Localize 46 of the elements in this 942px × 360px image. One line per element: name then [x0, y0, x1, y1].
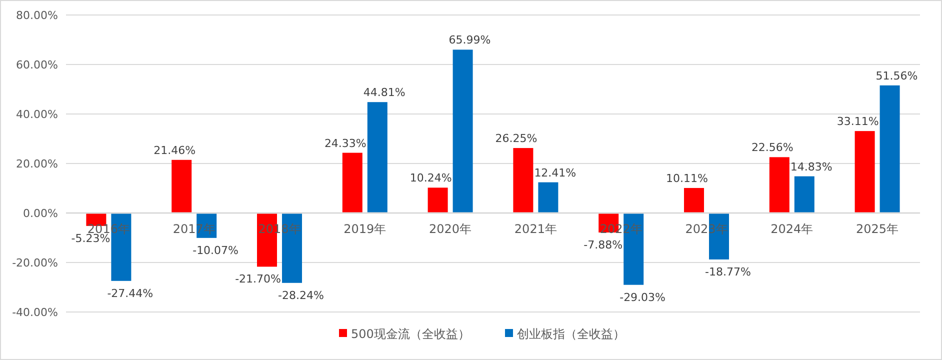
y-tick-label: 0.00% [23, 207, 58, 220]
bar [769, 157, 790, 213]
data-label: -21.70% [235, 272, 281, 286]
data-label: 65.99% [448, 34, 491, 47]
data-label: 22.56% [751, 141, 794, 154]
data-label: 21.46% [154, 144, 196, 157]
bar [428, 188, 448, 213]
data-label: 12.41% [534, 166, 576, 180]
data-label: 26.25% [495, 132, 538, 146]
y-tick-label: 20.00% [16, 158, 58, 170]
data-label: 44.81% [363, 86, 406, 100]
data-label: 14.83% [790, 160, 832, 174]
y-tick-label: 40.00% [16, 108, 58, 121]
bar [538, 182, 558, 213]
data-label: 33.11% [836, 115, 879, 128]
data-label: -29.03% [620, 290, 666, 304]
x-tick-label: 2025年 [856, 222, 899, 236]
bar [880, 85, 900, 213]
y-tick-label: -40.00% [12, 306, 58, 319]
data-label: 10.24% [410, 172, 452, 185]
x-tick-label: 2020年 [429, 222, 472, 236]
bar [794, 176, 814, 213]
x-tick-label: 2021年 [514, 222, 557, 236]
data-label: -28.24% [278, 288, 324, 302]
legend-label: 500现金流（全收益） [351, 327, 470, 341]
bar [172, 160, 192, 213]
legend-label: 创业板指（全收益） [517, 327, 625, 341]
data-label: -10.07% [192, 244, 239, 257]
bar [342, 152, 362, 213]
bar [513, 148, 534, 213]
data-label: -7.88% [584, 238, 623, 252]
data-label: -18.77% [705, 265, 751, 278]
bar [367, 102, 388, 213]
data-label: 24.33% [324, 136, 366, 150]
data-label: -27.44% [107, 286, 154, 300]
data-label: -5.23% [71, 232, 110, 245]
bar [854, 131, 875, 213]
data-label: 51.56% [876, 69, 918, 82]
bar [452, 50, 473, 213]
y-tick-label: -20.00% [12, 256, 58, 270]
y-tick-label: 80.00% [16, 9, 58, 22]
x-tick-label: 2024年 [770, 222, 814, 236]
data-label: 10.11% [666, 172, 708, 185]
y-tick-label: 60.00% [16, 58, 58, 72]
x-tick-label: 2019年 [344, 222, 386, 236]
bar [684, 188, 704, 213]
